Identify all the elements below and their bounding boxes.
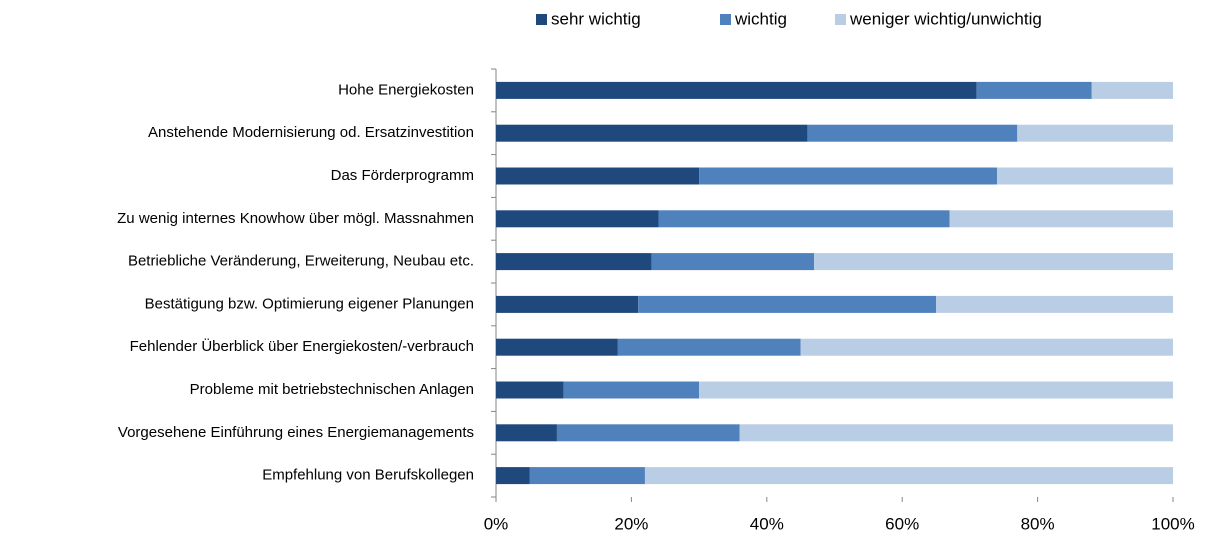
bar-segment bbox=[1091, 81, 1173, 99]
legend-label: wichtig bbox=[734, 9, 787, 28]
legend-label: sehr wichtig bbox=[551, 9, 641, 28]
bar-segment bbox=[699, 381, 1173, 399]
category-label: Vorgesehene Einführung eines Energiemana… bbox=[118, 424, 474, 441]
bar-segment bbox=[496, 167, 700, 185]
legend-swatch bbox=[536, 14, 547, 25]
bar-segment bbox=[936, 295, 1173, 313]
bar-segment bbox=[807, 124, 1018, 142]
bar-segment bbox=[976, 81, 1092, 99]
category-label: Bestätigung bzw. Optimierung eigener Pla… bbox=[145, 295, 474, 312]
bar-segment bbox=[496, 210, 659, 228]
bar-segment bbox=[996, 167, 1173, 185]
x-tick-label: 40% bbox=[750, 514, 784, 533]
x-tick-label: 100% bbox=[1151, 514, 1194, 533]
category-label: Probleme mit betriebstechnischen Anlagen bbox=[190, 381, 474, 398]
bar-segment bbox=[556, 424, 740, 442]
bar-segment bbox=[658, 210, 950, 228]
bar-segment bbox=[496, 381, 564, 399]
bar-segment bbox=[1017, 124, 1173, 142]
bar-segment bbox=[814, 253, 1173, 271]
bar-segment bbox=[644, 467, 1173, 485]
bar-segment bbox=[739, 424, 1173, 442]
x-tick-label: 0% bbox=[484, 514, 509, 533]
category-label: Betriebliche Veränderung, Erweiterung, N… bbox=[128, 253, 474, 270]
bar-segment bbox=[496, 81, 977, 99]
bar-segment bbox=[699, 167, 997, 185]
bar-segment bbox=[949, 210, 1173, 228]
bar-segment bbox=[651, 253, 815, 271]
bar-segment bbox=[638, 295, 937, 313]
x-tick-label: 60% bbox=[885, 514, 919, 533]
category-label: Das Förderprogramm bbox=[331, 167, 474, 184]
bar-segment bbox=[529, 467, 645, 485]
bar-segment bbox=[800, 338, 1173, 356]
category-label: Hohe Energiekosten bbox=[338, 81, 474, 98]
bar-segment bbox=[496, 338, 618, 356]
x-tick-label: 20% bbox=[614, 514, 648, 533]
category-label: Empfehlung von Berufskollegen bbox=[262, 467, 474, 484]
bar-segment bbox=[617, 338, 801, 356]
legend-label: weniger wichtig/unwichtig bbox=[849, 9, 1042, 28]
bar-segment bbox=[496, 253, 652, 271]
legend-swatch bbox=[720, 14, 731, 25]
x-tick-label: 80% bbox=[1021, 514, 1055, 533]
bar-segment bbox=[496, 124, 808, 142]
category-label: Anstehende Modernisierung od. Ersatzinve… bbox=[148, 124, 474, 141]
bar-segment bbox=[496, 424, 557, 442]
legend-swatch bbox=[835, 14, 846, 25]
bar-segment bbox=[496, 467, 530, 485]
bar-segment bbox=[496, 295, 639, 313]
bar-segment bbox=[563, 381, 700, 399]
category-label: Zu wenig internes Knowhow über mögl. Mas… bbox=[117, 210, 474, 227]
category-label: Fehlender Überblick über Energiekosten/-… bbox=[130, 337, 474, 355]
